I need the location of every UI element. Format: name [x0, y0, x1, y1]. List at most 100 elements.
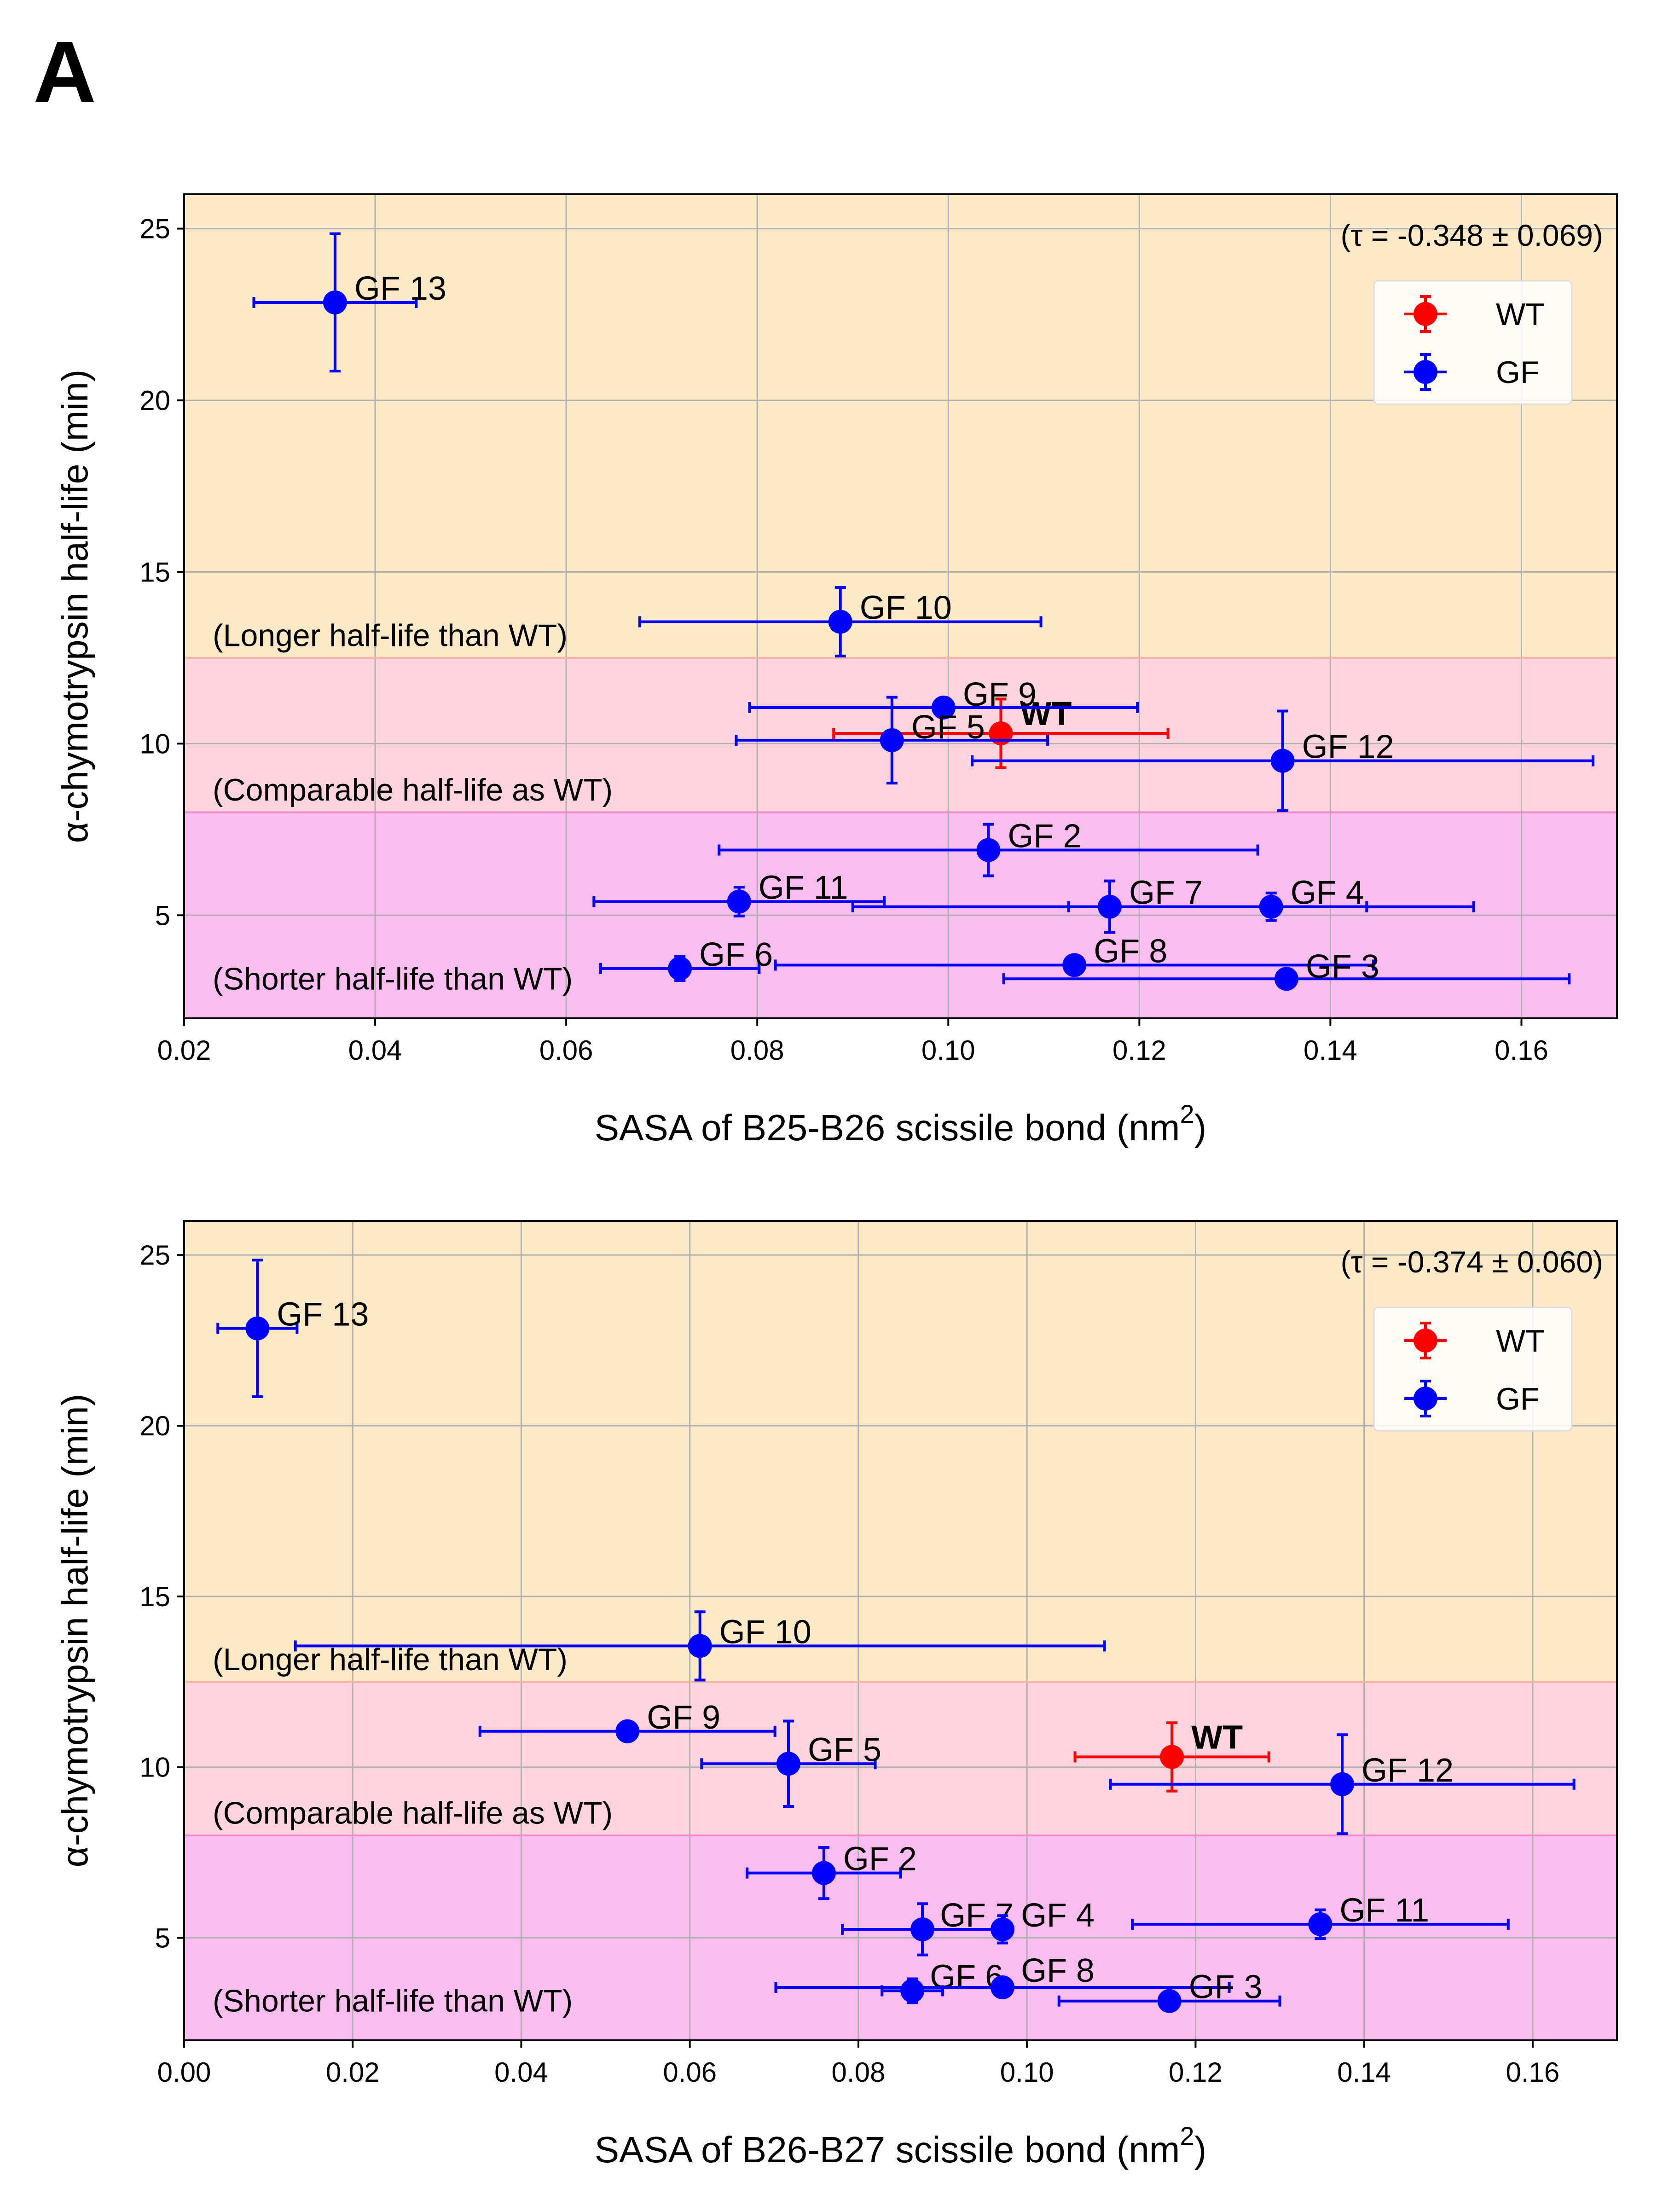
data-point: GF 10 [638, 586, 1043, 658]
point-marker [727, 889, 751, 914]
x-tick-label: 0.10 [1000, 2057, 1054, 2088]
point-label: GF 3 [1189, 1969, 1263, 2006]
region-band [184, 194, 1617, 658]
region-label: (Shorter half-life than WT) [213, 1984, 573, 2019]
point-marker [615, 1719, 640, 1743]
data-point: GF 4 [1067, 875, 1475, 922]
x-tick-label: 0.06 [663, 2057, 717, 2088]
point-label: GF 6 [699, 936, 773, 973]
point-marker [991, 1975, 1015, 2000]
point-label: GF 7 [1129, 875, 1203, 912]
point-marker [1160, 1745, 1184, 1769]
data-point: GF 12 [971, 709, 1595, 812]
data-point: GF 5 [735, 696, 1049, 785]
x-tick-label: 0.08 [730, 1035, 784, 1066]
point-marker [1259, 894, 1283, 919]
point-marker [910, 1917, 935, 1941]
legend-marker [1414, 1387, 1437, 1411]
y-tick-label: 15 [139, 1581, 170, 1612]
x-tick-label: 0.08 [832, 2057, 886, 2088]
data-point: GF 12 [1109, 1733, 1576, 1835]
region-label: (Comparable half-life as WT) [213, 772, 613, 807]
data-point: GF 13 [252, 232, 446, 373]
chart-1: (Longer half-life than WT) (Comparable ha… [54, 193, 1618, 1148]
point-label: GF 3 [1306, 948, 1379, 985]
x-tick-label: 0.02 [326, 2057, 380, 2088]
point-label: GF 10 [860, 590, 952, 627]
y-tick-label: 25 [139, 214, 170, 244]
data-point: GF 2 [718, 818, 1259, 877]
y-tick-label: 10 [139, 728, 170, 759]
legend-label: WT [1496, 297, 1545, 332]
region-label: (Longer half-life than WT) [213, 618, 568, 653]
point-label: GF 13 [354, 270, 446, 307]
point-marker [880, 728, 904, 752]
point-label: WT [1191, 1719, 1243, 1756]
x-tick-label: 0.02 [157, 1035, 211, 1066]
point-marker [1274, 967, 1298, 991]
point-marker [245, 1316, 270, 1341]
point-marker [828, 610, 852, 634]
point-label: GF 5 [911, 709, 985, 746]
point-marker [1062, 953, 1087, 977]
data-point: GF 3 [1057, 1969, 1281, 2013]
point-marker [811, 1861, 836, 1885]
axes-frame [183, 1220, 1618, 2041]
legend-marker [1414, 360, 1437, 384]
point-marker [931, 696, 956, 720]
legend: WT GF [1373, 1306, 1573, 1432]
point-marker [688, 1634, 712, 1658]
data-point: GF 3 [1002, 948, 1571, 991]
x-axis-label: SASA of B25-B26 scissile bond (nm2) [595, 1099, 1207, 1148]
point-label: GF 13 [277, 1296, 369, 1333]
point-label: GF 10 [719, 1614, 811, 1650]
point-label: GF 8 [1094, 933, 1167, 970]
x-tick-label: 0.16 [1495, 1035, 1548, 1066]
point-label: GF 4 [1021, 1897, 1095, 1934]
point-marker [776, 1752, 800, 1776]
x-tick-label: 0.04 [494, 2057, 548, 2088]
y-tick-label: 15 [139, 557, 170, 587]
data-point: GF 11 [592, 869, 886, 917]
point-marker [1157, 1989, 1182, 2013]
point-label: GF 11 [759, 869, 848, 906]
point-marker [976, 838, 1001, 862]
legend-label: GF [1496, 355, 1539, 390]
y-tick-label: 5 [155, 1923, 170, 1954]
legend-marker [1414, 302, 1437, 326]
data-point: GF 11 [1131, 1892, 1510, 1940]
legend-label: WT [1496, 1324, 1545, 1359]
region-band [184, 1221, 1617, 1682]
data-point: WT [1073, 1719, 1270, 1793]
point-label: GF 12 [1362, 1752, 1454, 1789]
data-point: GF 13 [216, 1259, 369, 1398]
point-marker [991, 1917, 1015, 1941]
x-tick-label: 0.10 [921, 1035, 975, 1066]
region-label: (Comparable half-life as WT) [213, 1796, 613, 1831]
legend-label: GF [1496, 1382, 1539, 1417]
tau-annotation: (τ = -0.348 ± 0.069) [1341, 218, 1603, 252]
point-label: GF 9 [963, 676, 1037, 713]
point-label: WT [1020, 696, 1072, 732]
y-tick-label: 10 [139, 1752, 170, 1783]
region-band [184, 1682, 1617, 1835]
point-marker [900, 1979, 925, 2003]
point-marker [668, 956, 692, 981]
y-axis-label: α-chymotrypsin half-life (min) [54, 1394, 95, 1868]
panel-label: A [33, 23, 96, 121]
x-tick-label: 0.00 [157, 2057, 211, 2088]
data-point: GF 10 [294, 1610, 1106, 1682]
x-tick-label: 0.06 [539, 1035, 593, 1066]
legend-marker [1414, 1329, 1437, 1353]
data-point: GF 6 [599, 936, 773, 982]
point-label: GF 9 [647, 1699, 720, 1736]
point-label: GF 4 [1291, 875, 1364, 912]
data-point: GF 2 [746, 1841, 917, 1900]
x-tick-label: 0.16 [1506, 2057, 1559, 2088]
point-label: GF 5 [808, 1731, 881, 1768]
point-marker [1270, 749, 1295, 773]
legend: WT GF [1373, 280, 1573, 405]
point-label: GF 2 [1008, 818, 1081, 855]
